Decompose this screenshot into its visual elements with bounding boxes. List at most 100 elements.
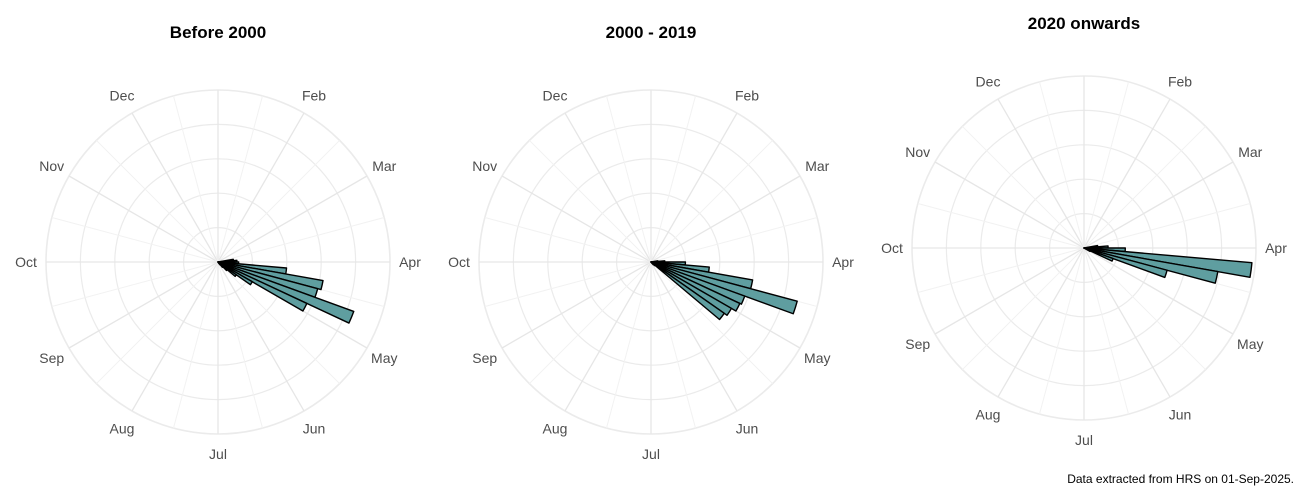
- month-label: Aug: [110, 420, 135, 436]
- month-label: Aug: [543, 420, 568, 436]
- month-label: Feb: [302, 88, 326, 104]
- month-label: Nov: [472, 158, 497, 174]
- grid-spoke: [650, 175, 801, 263]
- bars: [650, 260, 798, 321]
- panel-2020-onwards: Feb Mar Apr May Jun Jul Aug Sep Oct Nov Dec 2020 o…: [881, 14, 1287, 448]
- panel-2000-2019: Feb Mar Apr May Jun Jul Aug Sep Oct Nov Dec 2000 -…: [448, 23, 854, 462]
- grid-spoke-minor: [217, 261, 264, 429]
- grid-spoke: [934, 161, 1085, 249]
- month-label: Jul: [1075, 432, 1093, 448]
- grid-spoke-minor: [217, 140, 340, 263]
- grid-spoke-minor: [96, 140, 219, 263]
- grid-spoke-minor: [172, 261, 219, 429]
- month-label: Jun: [303, 420, 326, 436]
- month-label: Jul: [642, 446, 660, 462]
- bar-wedge: [1083, 247, 1114, 262]
- panel-title: 2000 - 2019: [606, 23, 697, 42]
- grid-spoke-minor: [1083, 202, 1251, 249]
- bar-wedge: [1083, 247, 1091, 253]
- grid-spoke-minor: [529, 261, 652, 384]
- grid-spoke-minor: [484, 261, 652, 308]
- grid-spoke-minor: [1083, 126, 1206, 249]
- bars: [217, 258, 355, 324]
- grid-spoke: [68, 261, 219, 349]
- grid-spoke-minor: [605, 261, 652, 429]
- grid-spoke: [1083, 247, 1234, 335]
- grid-spoke-minor: [962, 247, 1085, 370]
- month-label: Jul: [209, 446, 227, 462]
- month-label: Jun: [736, 420, 759, 436]
- month-labels: Feb Mar Apr May Jun Jul Aug Sep Oct Nov Dec: [881, 74, 1287, 448]
- grid-spoke: [217, 261, 305, 412]
- bar-wedge: [650, 261, 725, 321]
- month-label: Apr: [399, 254, 421, 270]
- grid-spoke: [564, 261, 652, 412]
- month-label: Mar: [805, 158, 829, 174]
- grid-spoke-minor: [650, 261, 697, 429]
- month-label: Nov: [39, 158, 64, 174]
- month-label: Feb: [1168, 74, 1192, 90]
- panel-title: Before 2000: [170, 23, 266, 42]
- grid-spoke: [68, 175, 219, 263]
- data-source-caption: Data extracted from HRS on 01-Sep-2025.: [1067, 472, 1294, 486]
- month-label: Mar: [372, 158, 396, 174]
- grid-spoke: [217, 112, 305, 263]
- grid-spoke-minor: [1038, 81, 1085, 249]
- month-label: Dec: [110, 88, 135, 104]
- panel-before-2000: Feb Mar Apr May Jun Jul Aug Sep Oct Nov Dec Before…: [15, 23, 421, 462]
- month-label: Dec: [976, 74, 1001, 90]
- grid-spoke: [217, 175, 368, 263]
- grid-spoke: [997, 247, 1085, 398]
- grid-spoke: [131, 112, 219, 263]
- month-label: Mar: [1238, 144, 1262, 160]
- month-label: Sep: [39, 350, 64, 366]
- bar-wedge: [650, 261, 653, 265]
- month-label: May: [804, 350, 830, 366]
- grid-spoke-minor: [1083, 81, 1130, 249]
- grid-spoke: [650, 112, 738, 263]
- grid-spoke-minor: [650, 95, 697, 263]
- month-labels: Feb Mar Apr May Jun Jul Aug Sep Oct Nov Dec: [448, 88, 854, 462]
- grid-spoke-minor: [484, 216, 652, 263]
- grid-spoke: [564, 112, 652, 263]
- grid-spoke-minor: [1038, 247, 1085, 415]
- grid-spoke: [131, 261, 219, 412]
- grid-spoke-minor: [962, 126, 1085, 249]
- grid-spoke-minor: [51, 216, 219, 263]
- month-label: Feb: [735, 88, 759, 104]
- grid-spoke-minor: [1083, 247, 1206, 370]
- month-label: Oct: [15, 254, 37, 270]
- grid-spoke: [1083, 161, 1234, 249]
- month-label: Apr: [1265, 240, 1287, 256]
- month-label: Apr: [832, 254, 854, 270]
- grid-spoke-minor: [172, 95, 219, 263]
- month-label: May: [371, 350, 397, 366]
- bar-wedge: [217, 261, 220, 265]
- month-label: May: [1237, 336, 1263, 352]
- grid-spoke-minor: [1083, 247, 1130, 415]
- month-label: Sep: [905, 336, 930, 352]
- grid-spoke-minor: [650, 216, 818, 263]
- month-labels: Feb Mar Apr May Jun Jul Aug Sep Oct Nov Dec: [15, 88, 421, 462]
- grid-spoke-minor: [650, 140, 773, 263]
- grid-spoke-minor: [917, 202, 1085, 249]
- grid-spoke: [501, 261, 652, 349]
- panel-title: 2020 onwards: [1028, 14, 1140, 33]
- grid-spoke: [1083, 98, 1171, 249]
- month-label: Jun: [1169, 406, 1192, 422]
- grid-spoke-minor: [217, 216, 385, 263]
- grid-spoke: [997, 98, 1085, 249]
- grid-spoke: [934, 247, 1085, 335]
- grid-spoke: [1083, 247, 1171, 398]
- bars: [1083, 244, 1253, 284]
- grid-spoke-minor: [917, 247, 1085, 294]
- month-label: Nov: [905, 144, 930, 160]
- month-label: Dec: [543, 88, 568, 104]
- grid-spoke-minor: [217, 95, 264, 263]
- grid-spoke-minor: [51, 261, 219, 308]
- grid-spoke-minor: [605, 95, 652, 263]
- month-label: Sep: [472, 350, 497, 366]
- grid-spoke-minor: [529, 140, 652, 263]
- grid-spoke-minor: [650, 261, 773, 384]
